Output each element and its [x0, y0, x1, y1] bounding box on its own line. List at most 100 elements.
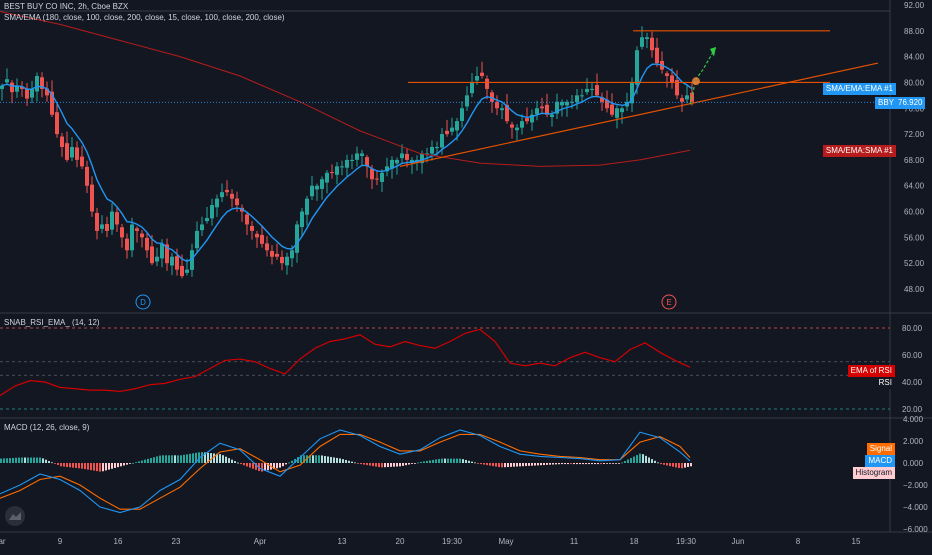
- macd-histogram-bar: [285, 463, 287, 465]
- candle-body: [155, 256, 159, 262]
- candle-body: [390, 159, 394, 169]
- macd-histogram-bar: [516, 463, 518, 467]
- macd-histogram-bar: [264, 463, 266, 471]
- macd-histogram-bar: [120, 463, 122, 467]
- macd-histogram-bar: [651, 459, 653, 463]
- macd-histogram-bar: [33, 457, 35, 463]
- time-axis-tick: 8: [796, 537, 801, 546]
- macd-histogram-bar: [366, 463, 368, 466]
- candle-body: [550, 114, 554, 117]
- macd-histogram-bar: [204, 452, 206, 463]
- macd-histogram-bar: [105, 463, 107, 471]
- macd-axis-tick: −2.000: [903, 481, 928, 490]
- macd-histogram-bar: [369, 463, 371, 466]
- macd-histogram-bar: [456, 458, 458, 463]
- macd-histogram-bar: [219, 454, 221, 463]
- candles-group: [0, 26, 694, 279]
- candle-body: [565, 101, 569, 106]
- macd-histogram-bar: [330, 456, 332, 463]
- candle-body: [605, 99, 609, 109]
- candle-body: [220, 192, 224, 198]
- candle-body: [55, 112, 59, 135]
- macd-histogram-bar: [72, 463, 74, 468]
- candle-body: [670, 75, 674, 83]
- macd-histogram-bar: [453, 458, 455, 463]
- macd-histogram-bar: [9, 458, 11, 463]
- macd-histogram-bar: [246, 463, 248, 467]
- macd-axis-tick: 0.000: [903, 459, 924, 468]
- macd-histogram-bar: [504, 463, 506, 468]
- macd-histogram-bar: [417, 462, 419, 464]
- macd-histogram-bar: [351, 461, 353, 463]
- time-axis-tick: 19:30: [442, 537, 463, 546]
- macd-histogram-bar: [381, 463, 383, 468]
- candle-body: [95, 212, 99, 231]
- macd-histogram-bar: [177, 455, 179, 463]
- candle-body: [465, 95, 469, 107]
- macd-histogram-bar: [405, 463, 407, 466]
- tradingview-logo-icon[interactable]: [5, 506, 25, 526]
- candle-body: [90, 184, 94, 212]
- macd-histogram-bar: [273, 463, 275, 469]
- macd-histogram-bar: [411, 463, 413, 464]
- macd-histogram-bar: [324, 455, 326, 463]
- candle-body: [125, 238, 129, 251]
- macd-histogram-bar: [138, 461, 140, 463]
- ema-label: SMA/EMA:EMA #1: [822, 83, 896, 95]
- candle-body: [35, 76, 39, 92]
- macd-histogram-bar: [315, 455, 317, 463]
- rsi-axis-tick: 60.00: [902, 351, 923, 360]
- candle-body: [255, 233, 259, 238]
- rsi-title[interactable]: SNAB_RSI_EMA_ (14, 12): [4, 318, 100, 327]
- candle-body: [305, 198, 309, 215]
- rsi-axis-tick: 20.00: [902, 405, 923, 414]
- macd-histogram-bar: [339, 458, 341, 463]
- candle-body: [615, 108, 619, 118]
- macd-histogram-bar: [90, 463, 92, 471]
- candle-body: [185, 269, 189, 273]
- rsi-label: RSI: [875, 377, 895, 389]
- macd-histogram-bar: [591, 463, 593, 465]
- candle-body: [110, 211, 114, 230]
- macd-histogram-bar: [309, 455, 311, 463]
- trendline: [399, 62, 879, 167]
- macd-histogram-bar: [612, 463, 614, 464]
- macd-histogram-bar: [387, 463, 389, 468]
- macd-histogram-bar: [552, 463, 554, 465]
- macd-histogram-bar: [672, 463, 674, 467]
- time-axis-tick: 15: [852, 537, 861, 546]
- candle-body: [5, 79, 9, 83]
- candle-body: [675, 80, 679, 96]
- candle-body: [395, 159, 399, 164]
- macd-histogram-bar: [384, 463, 386, 468]
- candle-body: [230, 193, 234, 199]
- price-axis-tick: 84.00: [904, 53, 925, 62]
- macd-histogram-bar: [117, 463, 119, 468]
- macd-histogram-bar: [93, 463, 95, 471]
- macd-histogram-bar: [234, 461, 236, 463]
- candle-body: [140, 233, 144, 238]
- macd-histogram-bar: [564, 463, 566, 465]
- candle-body: [280, 256, 284, 264]
- macd-histogram-bar: [144, 459, 146, 463]
- macd-histogram-bar: [669, 463, 671, 467]
- candle-body: [180, 265, 184, 277]
- candle-body: [595, 85, 599, 96]
- macd-histogram-bar: [519, 463, 521, 467]
- candle-body: [475, 76, 479, 81]
- indicator-title[interactable]: SMA/EMA (180, close, 100, close, 200, cl…: [4, 13, 285, 22]
- candle-body: [250, 225, 254, 231]
- candle-body: [450, 127, 454, 132]
- candle-body: [165, 244, 169, 264]
- candle-body: [160, 243, 164, 259]
- macd-histogram-bar: [561, 463, 563, 465]
- candle-body: [525, 118, 529, 122]
- macd-histogram-bar: [423, 461, 425, 463]
- macd-histogram-bar: [261, 463, 263, 472]
- candle-body: [630, 82, 634, 104]
- macd-histogram-bar: [567, 463, 569, 465]
- macd-histogram-bar: [321, 455, 323, 463]
- macd-histogram-bar: [63, 463, 65, 467]
- macd-title[interactable]: MACD (12, 26, close, 9): [4, 423, 90, 432]
- macd-histogram-bar: [681, 463, 683, 469]
